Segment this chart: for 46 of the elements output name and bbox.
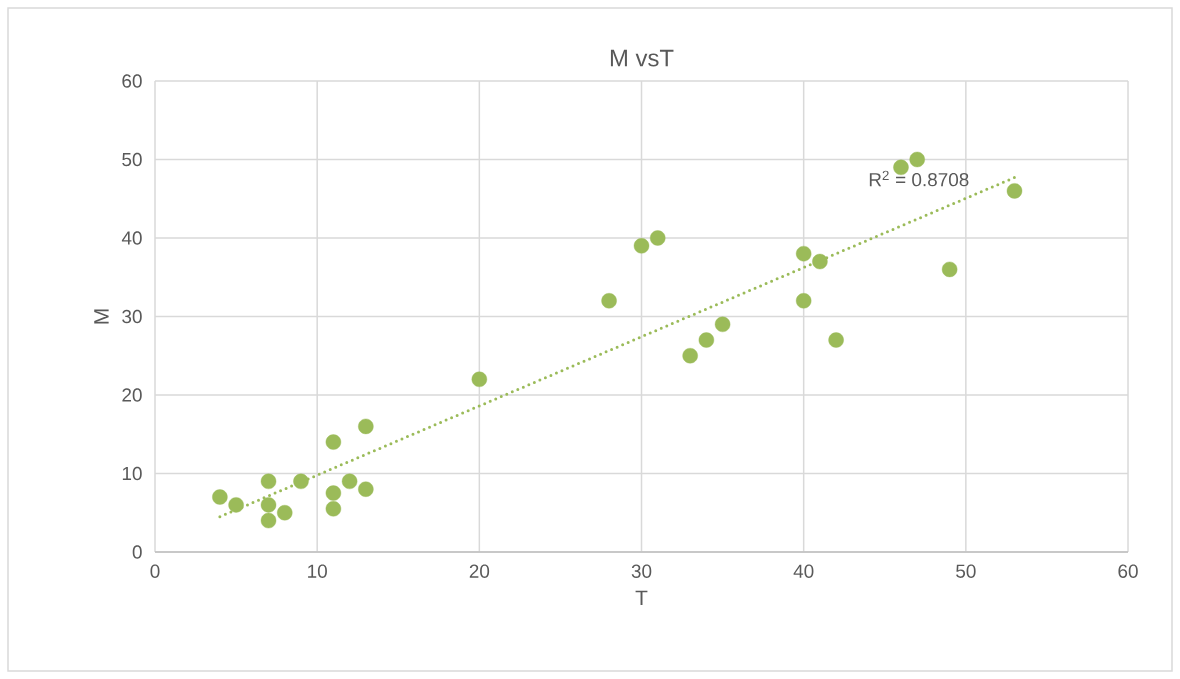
point	[260, 512, 277, 529]
point	[260, 473, 277, 490]
point	[795, 245, 812, 262]
y-tick-label: 0	[132, 545, 142, 559]
point	[601, 293, 617, 309]
point	[325, 434, 342, 450]
y-tick-label: 40	[121, 231, 142, 245]
point	[698, 332, 715, 348]
x-tick-label: 20	[469, 564, 490, 578]
point	[633, 238, 650, 254]
x-tick-label: 30	[631, 564, 652, 578]
point	[795, 293, 812, 309]
y-tick-label: 30	[122, 309, 142, 324]
point	[325, 501, 342, 517]
x-tick-label: 50	[956, 564, 976, 578]
point	[941, 261, 958, 278]
point	[714, 316, 731, 333]
y-tick-label: 20	[122, 388, 142, 402]
point	[341, 473, 358, 490]
point	[650, 230, 666, 246]
y-tick-label: 10	[122, 466, 142, 481]
point	[893, 159, 909, 176]
y-axis-title: M	[94, 309, 109, 324]
x-tick-label: 0	[150, 564, 160, 578]
point	[277, 505, 293, 521]
point	[293, 473, 309, 490]
y-tick-label: 60	[122, 74, 142, 88]
point	[358, 418, 374, 435]
x-tick-label: 10	[308, 564, 327, 578]
annotation: R$^{2}$ = 0.8708	[869, 170, 969, 187]
point	[682, 348, 698, 364]
point	[358, 481, 374, 497]
point	[1006, 183, 1023, 199]
y-tick-label: 50	[122, 152, 142, 167]
point	[325, 485, 342, 501]
point	[812, 253, 828, 270]
point	[260, 497, 277, 513]
point	[212, 489, 228, 505]
point	[909, 151, 925, 168]
x-axis-title: T	[635, 590, 648, 606]
point	[228, 497, 244, 513]
x-tick-label: 40	[793, 564, 814, 578]
point	[471, 371, 488, 387]
point	[828, 332, 844, 348]
chart-title: M vsT	[610, 49, 674, 67]
x-tick-label: 60	[1118, 564, 1138, 578]
